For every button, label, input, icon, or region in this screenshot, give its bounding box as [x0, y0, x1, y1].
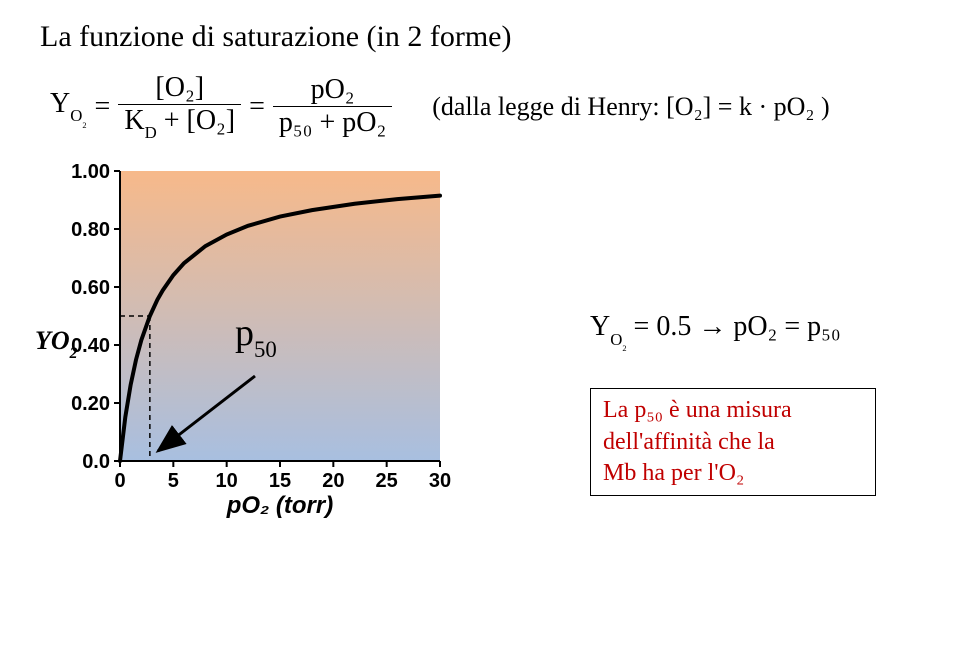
- svg-text:15: 15: [269, 470, 291, 492]
- equation-row: YO2 = [O₂] KD + [O₂] = pO₂ p₅₀ + pO₂ (da…: [50, 72, 920, 141]
- chart-container: 0.00.200.400.600.801.00051015202530pO₂ (…: [40, 161, 920, 556]
- svg-text:0.80: 0.80: [71, 219, 110, 241]
- p50-annotation: p50: [235, 311, 277, 360]
- svg-text:5: 5: [168, 470, 179, 492]
- henry-law-note: (dalla legge di Henry: [O₂] = k · pO₂ ): [432, 92, 829, 122]
- svg-text:1.00: 1.00: [71, 161, 110, 183]
- svg-text:30: 30: [429, 470, 451, 492]
- svg-text:0.60: 0.60: [71, 277, 110, 299]
- affinity-note: La p₅₀ è una misura dell'affinità che la…: [590, 388, 876, 496]
- y-axis-label: YO2: [35, 326, 77, 360]
- svg-text:0: 0: [114, 470, 125, 492]
- y-half-equation: YO2 = 0.5 → pO₂ = p₅₀: [590, 311, 876, 348]
- svg-text:0.20: 0.20: [71, 393, 110, 415]
- svg-text:20: 20: [322, 470, 344, 492]
- svg-text:pO₂ (torr): pO₂ (torr): [226, 492, 333, 519]
- saturation-equation: YO2 = [O₂] KD + [O₂] = pO₂ p₅₀ + pO₂: [50, 72, 392, 141]
- svg-text:0.0: 0.0: [82, 451, 110, 473]
- page-title: La funzione di saturazione (in 2 forme): [40, 20, 920, 54]
- svg-text:10: 10: [216, 470, 238, 492]
- svg-text:25: 25: [376, 470, 398, 492]
